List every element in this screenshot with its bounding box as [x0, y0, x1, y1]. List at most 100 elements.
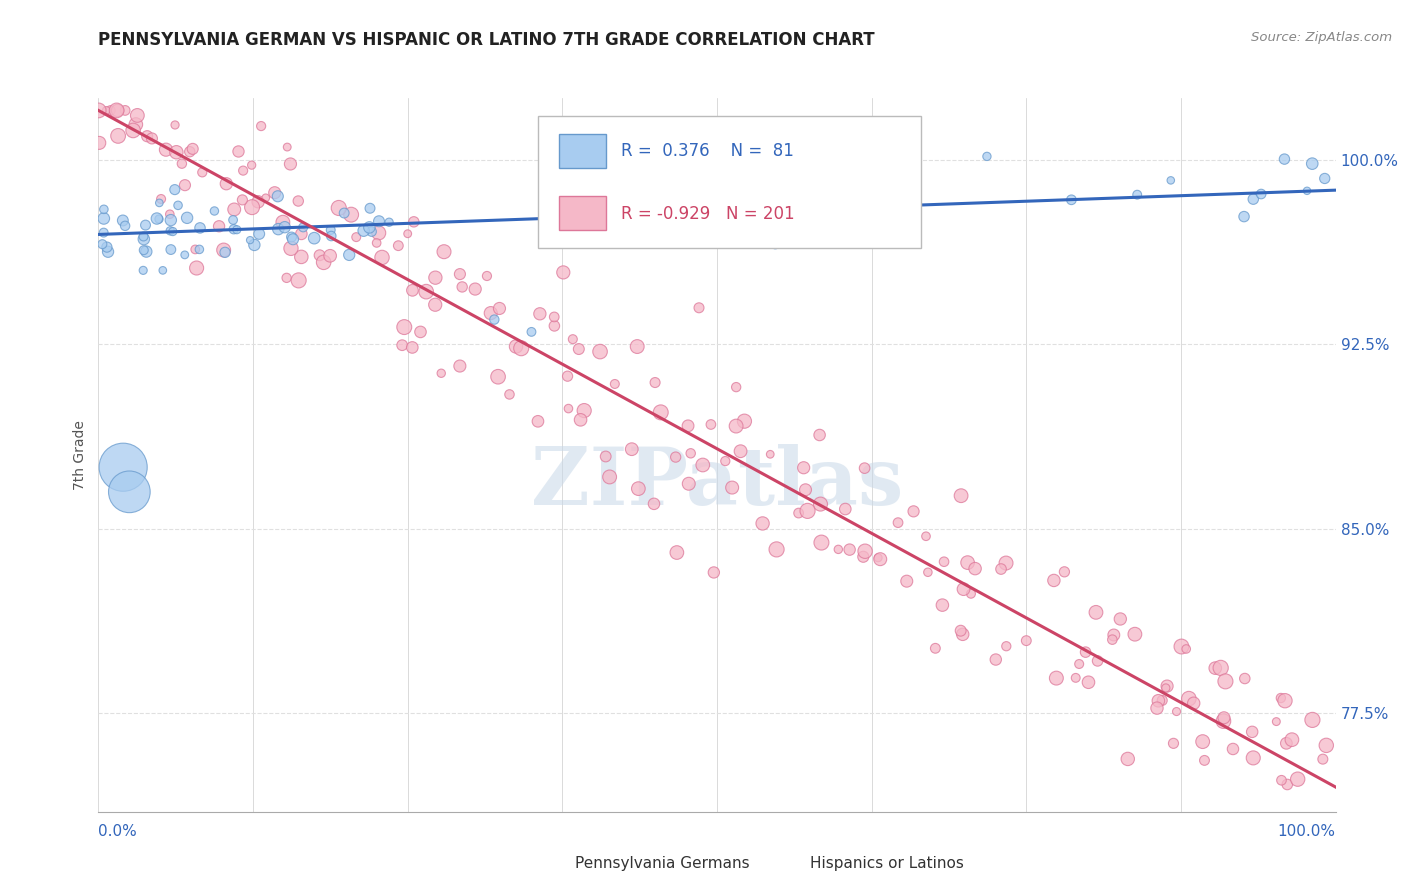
- Point: [1064, 671, 1087, 685]
- Point: [650, 405, 672, 419]
- Point: [1275, 736, 1298, 750]
- Point: [396, 227, 419, 241]
- Text: Hispanics or Latinos: Hispanics or Latinos: [810, 856, 963, 871]
- Point: [1315, 739, 1337, 753]
- Point: [165, 118, 187, 132]
- Point: [93, 202, 115, 217]
- Text: ZIPatlas: ZIPatlas: [531, 444, 903, 523]
- Point: [93, 211, 115, 226]
- Point: [451, 280, 474, 294]
- Point: [308, 248, 330, 262]
- Point: [100, 103, 122, 118]
- Point: [825, 235, 848, 250]
- Point: [167, 198, 190, 212]
- Point: [247, 227, 270, 241]
- Point: [903, 504, 925, 518]
- Point: [721, 481, 744, 495]
- Point: [644, 376, 666, 390]
- Point: [1191, 734, 1213, 748]
- Point: [159, 207, 181, 221]
- Point: [725, 380, 748, 394]
- Point: [838, 542, 860, 557]
- Point: [165, 145, 187, 160]
- Point: [475, 268, 498, 283]
- FancyBboxPatch shape: [766, 854, 804, 874]
- Point: [1215, 674, 1237, 689]
- Point: [87, 103, 110, 118]
- Point: [704, 202, 727, 216]
- Point: [1286, 772, 1309, 787]
- Point: [924, 641, 946, 656]
- Point: [960, 587, 983, 601]
- Point: [858, 223, 880, 237]
- Point: [267, 189, 290, 203]
- Point: [240, 158, 263, 172]
- Point: [243, 238, 266, 252]
- Point: [132, 243, 155, 257]
- Point: [952, 627, 974, 641]
- Point: [1109, 612, 1132, 626]
- Point: [803, 237, 825, 252]
- Point: [950, 489, 973, 503]
- Point: [141, 131, 163, 145]
- Point: [599, 470, 621, 484]
- Point: [976, 149, 998, 163]
- Point: [401, 283, 423, 297]
- Point: [225, 223, 247, 237]
- Point: [391, 338, 413, 352]
- Point: [1045, 671, 1067, 685]
- Point: [271, 215, 294, 229]
- Point: [834, 502, 856, 516]
- Point: [191, 165, 214, 179]
- Point: [765, 542, 787, 557]
- Point: [319, 223, 342, 237]
- Point: [280, 241, 302, 255]
- Point: [810, 497, 832, 511]
- Point: [132, 263, 155, 277]
- Point: [134, 218, 156, 232]
- Point: [949, 624, 972, 638]
- Point: [159, 224, 181, 238]
- Point: [1123, 627, 1146, 641]
- Point: [173, 248, 195, 262]
- Point: [240, 200, 263, 214]
- Point: [1204, 661, 1226, 675]
- Point: [464, 282, 486, 296]
- Point: [498, 387, 520, 401]
- Point: [340, 208, 363, 222]
- Point: [520, 325, 543, 339]
- Point: [984, 652, 1007, 666]
- Point: [231, 193, 253, 207]
- Point: [111, 213, 134, 227]
- Point: [665, 545, 688, 559]
- Point: [360, 225, 382, 239]
- Point: [1301, 156, 1323, 170]
- Point: [832, 185, 855, 199]
- Point: [1060, 193, 1083, 207]
- Point: [733, 414, 755, 428]
- Point: [367, 226, 389, 240]
- Point: [433, 244, 456, 259]
- FancyBboxPatch shape: [558, 196, 606, 230]
- Point: [676, 418, 699, 433]
- Point: [896, 574, 918, 589]
- Point: [1175, 642, 1198, 657]
- Point: [402, 215, 425, 229]
- Point: [557, 369, 579, 384]
- Point: [274, 220, 297, 235]
- Point: [1116, 752, 1139, 766]
- Point: [188, 243, 211, 257]
- Point: [853, 461, 876, 475]
- Point: [170, 156, 193, 170]
- Point: [572, 403, 595, 417]
- Point: [208, 219, 231, 234]
- Point: [155, 143, 177, 157]
- Point: [239, 233, 262, 247]
- Point: [759, 447, 782, 461]
- Point: [114, 103, 136, 118]
- Point: [1152, 693, 1174, 707]
- Point: [292, 220, 315, 235]
- Point: [97, 244, 120, 259]
- Point: [931, 598, 953, 612]
- Point: [387, 238, 409, 252]
